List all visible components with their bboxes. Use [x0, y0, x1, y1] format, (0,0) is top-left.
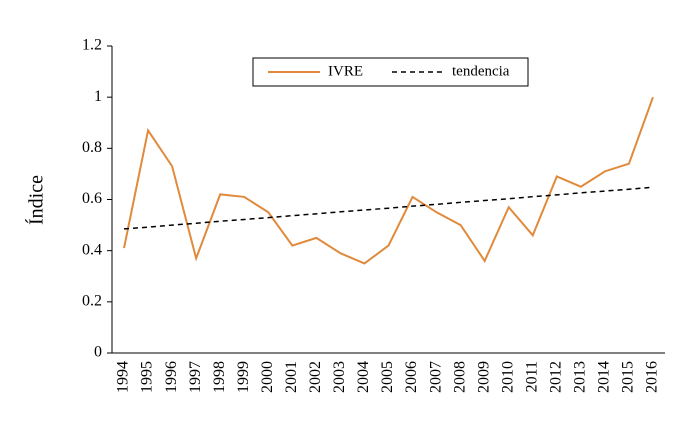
x-tick-label: 2006 — [403, 361, 420, 393]
x-tick-label: 2009 — [475, 361, 492, 393]
x-tick-label: 2011 — [523, 361, 540, 392]
x-tick-label: 2002 — [307, 361, 324, 393]
x-tick-label: 2004 — [355, 361, 372, 393]
y-tick-label: 1.2 — [82, 37, 102, 54]
x-tick-label: 1995 — [139, 361, 156, 393]
series-line — [123, 186, 654, 230]
x-tick-label: 2000 — [259, 361, 276, 393]
series-line — [123, 96, 654, 265]
x-tick-label: 2016 — [644, 361, 661, 393]
y-tick-label: 1 — [94, 88, 102, 105]
x-tick-label: 2001 — [283, 361, 300, 393]
x-tick-label: 1994 — [115, 361, 132, 393]
x-tick-label: 2007 — [427, 361, 444, 393]
x-tick-label: 2012 — [547, 361, 564, 393]
x-tick-label: 1998 — [211, 361, 228, 393]
y-tick-label: 0.8 — [82, 139, 102, 156]
x-tick-label: 2015 — [620, 361, 637, 393]
x-tick-label: 2010 — [499, 361, 516, 393]
y-tick-label: 0.2 — [82, 293, 102, 310]
x-tick-label: 2013 — [572, 361, 589, 393]
y-tick-label: 0.6 — [82, 190, 102, 207]
y-axis-label: Índice — [25, 175, 48, 225]
x-tick-label: 1999 — [235, 361, 252, 393]
legend-label: IVRE — [328, 63, 363, 79]
x-tick-label: 2003 — [331, 361, 348, 393]
x-tick-label: 1996 — [163, 361, 180, 393]
x-tick-label: 2005 — [379, 361, 396, 393]
legend-label: tendencia — [452, 63, 510, 79]
y-tick-label: 0 — [94, 344, 102, 361]
x-tick-label: 1997 — [187, 361, 204, 393]
x-tick-label: 2014 — [596, 361, 613, 393]
y-tick-label: 0.4 — [82, 241, 102, 258]
x-tick-label: 2008 — [451, 361, 468, 393]
